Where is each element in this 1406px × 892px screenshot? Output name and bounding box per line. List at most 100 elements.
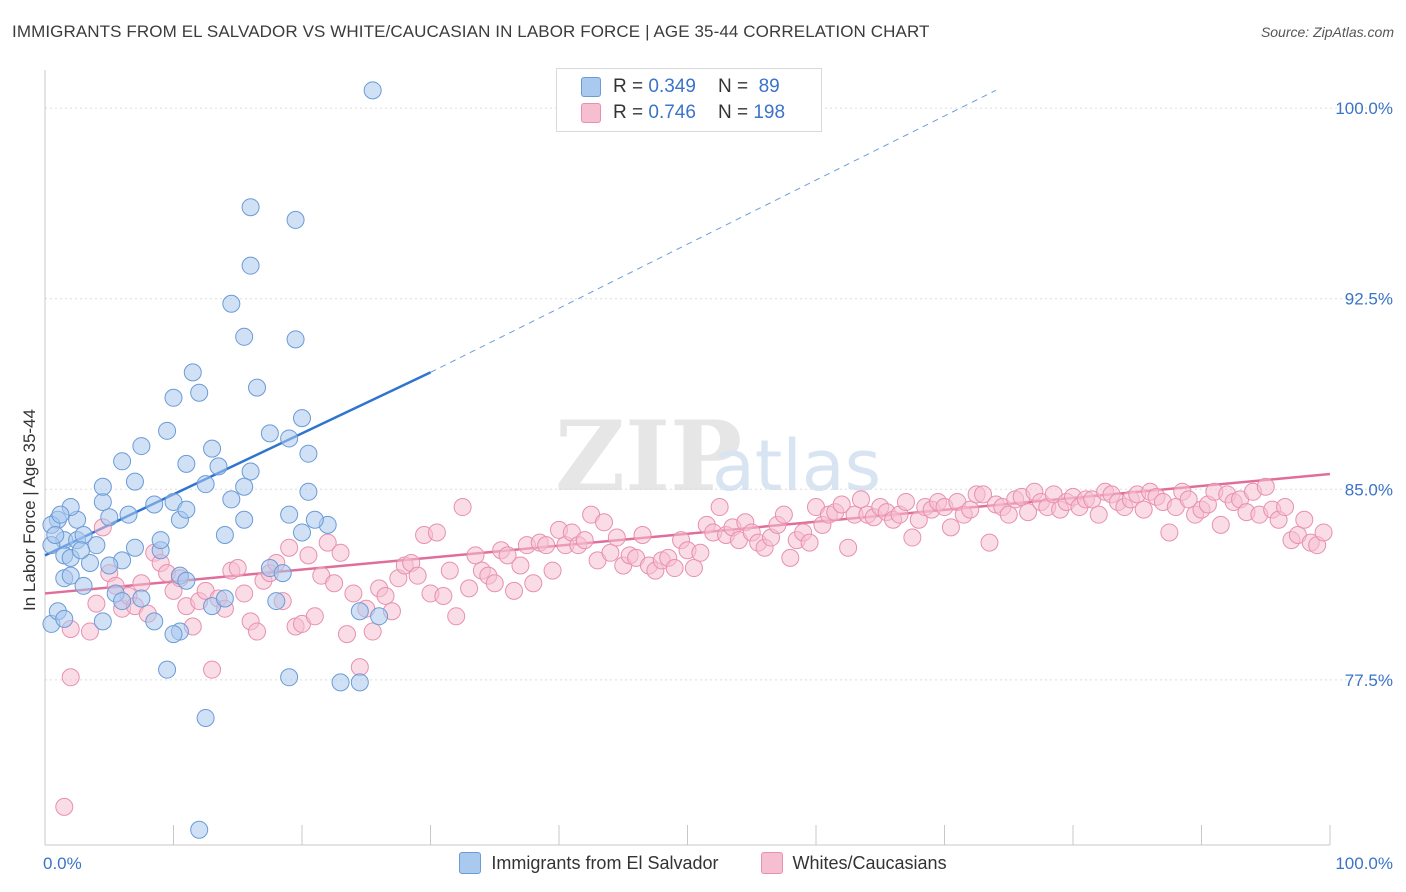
- data-point: [100, 508, 119, 527]
- data-point: [286, 330, 305, 349]
- data-point: [537, 536, 556, 555]
- data-point: [999, 505, 1018, 524]
- y-axis-label-wrap: In Labor Force | Age 35-44: [16, 360, 44, 660]
- data-point: [1211, 515, 1230, 534]
- data-point: [164, 388, 183, 407]
- data-point: [350, 658, 369, 677]
- data-point: [87, 594, 106, 613]
- legend-item-el-salvador: Immigrants from El Salvador: [459, 852, 719, 874]
- series-whites-caucasians: [55, 477, 1333, 816]
- data-point: [607, 528, 626, 547]
- data-point: [1089, 505, 1108, 524]
- data-point: [331, 543, 350, 562]
- data-point: [61, 566, 80, 585]
- data-point: [543, 561, 562, 580]
- data-point: [305, 510, 324, 529]
- data-point: [903, 528, 922, 547]
- data-point: [235, 510, 254, 529]
- data-point: [235, 584, 254, 603]
- blue-swatch: [581, 77, 601, 97]
- y-tick-label: 85.0%: [1345, 480, 1393, 499]
- data-point: [299, 444, 318, 463]
- legend-n-value: 198: [753, 102, 786, 123]
- legend-item-whites: Whites/Caucasians: [760, 852, 947, 874]
- data-point: [1160, 523, 1179, 542]
- data-point: [222, 294, 241, 313]
- data-point: [280, 429, 299, 448]
- data-point: [350, 673, 369, 692]
- correlation-legend: R = 0.349 N = 89 R = 0.746 N = 198: [556, 68, 822, 132]
- data-point: [485, 574, 504, 593]
- data-point: [440, 561, 459, 580]
- data-point: [209, 457, 228, 476]
- data-point: [800, 533, 819, 552]
- data-point: [51, 505, 70, 524]
- data-point: [203, 660, 222, 679]
- data-point: [190, 820, 209, 839]
- data-point: [151, 531, 170, 550]
- data-point: [427, 523, 446, 542]
- data-point: [280, 538, 299, 557]
- data-point: [145, 495, 164, 514]
- data-point: [839, 538, 858, 557]
- data-point: [1276, 498, 1295, 517]
- data-point: [974, 485, 993, 504]
- data-point: [228, 559, 247, 578]
- data-point: [55, 797, 74, 816]
- y-tick-label: 100.0%: [1335, 99, 1393, 118]
- data-point: [132, 437, 151, 456]
- data-point: [125, 538, 144, 557]
- data-point: [132, 574, 151, 593]
- data-point: [93, 477, 112, 496]
- data-point: [196, 475, 215, 494]
- data-point: [80, 622, 99, 641]
- data-point: [851, 490, 870, 509]
- data-point: [370, 607, 389, 626]
- y-axis-label: In Labor Force | Age 35-44: [20, 409, 39, 611]
- data-point: [511, 556, 530, 575]
- data-point: [460, 579, 479, 598]
- data-point: [248, 378, 267, 397]
- blue-swatch: [459, 852, 482, 874]
- data-point: [235, 477, 254, 496]
- legend-row-pink: R = 0.746 N = 198: [581, 101, 785, 125]
- data-point: [293, 523, 311, 542]
- data-point: [1295, 510, 1314, 529]
- data-point: [260, 424, 279, 443]
- data-point: [961, 500, 980, 519]
- chart-title: IMMIGRANTS FROM EL SALVADOR VS WHITE/CAU…: [12, 22, 930, 41]
- data-point: [299, 546, 318, 565]
- data-point: [145, 612, 164, 631]
- data-point: [46, 526, 65, 544]
- data-point: [376, 586, 395, 605]
- data-point: [434, 586, 453, 605]
- legend-r-value: 0.349: [648, 76, 696, 97]
- data-point: [331, 673, 350, 692]
- data-point: [80, 553, 99, 572]
- data-point: [177, 454, 196, 473]
- data-point: [196, 708, 215, 727]
- data-point: [980, 533, 999, 552]
- tick-labels: 77.5% 85.0% 92.5% 100.0% 0.0% 100.0%: [43, 99, 1393, 873]
- data-point: [158, 421, 177, 440]
- data-point: [781, 548, 800, 567]
- data-point: [241, 462, 260, 481]
- data-point: [505, 581, 524, 600]
- data-point: [203, 439, 222, 458]
- data-point: [164, 625, 183, 644]
- data-point: [248, 622, 267, 641]
- data-point: [710, 498, 729, 517]
- data-point: [55, 609, 74, 628]
- data-point: [113, 592, 132, 611]
- data-point: [691, 543, 710, 562]
- data-point: [71, 541, 90, 560]
- legend-r-value: 0.746: [648, 102, 696, 123]
- data-point: [305, 607, 324, 626]
- data-point: [235, 327, 254, 346]
- data-point: [363, 622, 382, 641]
- data-point: [344, 584, 363, 603]
- data-point: [177, 571, 196, 590]
- data-point: [1019, 503, 1038, 522]
